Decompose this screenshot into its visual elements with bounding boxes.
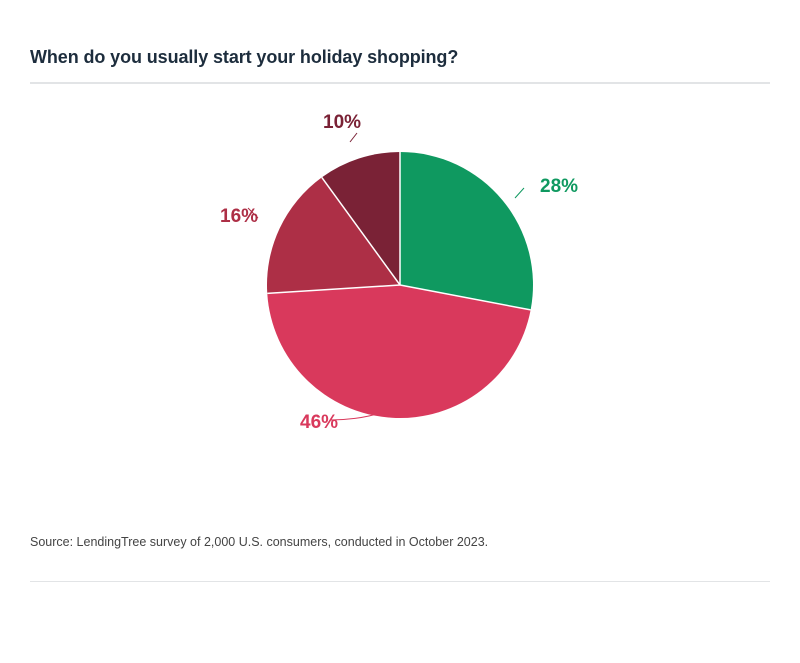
svg-text:16%: 16% [220,206,258,227]
svg-text:10%: 10% [323,112,361,133]
svg-text:28%: 28% [540,176,578,197]
svg-text:46%: 46% [300,412,338,433]
